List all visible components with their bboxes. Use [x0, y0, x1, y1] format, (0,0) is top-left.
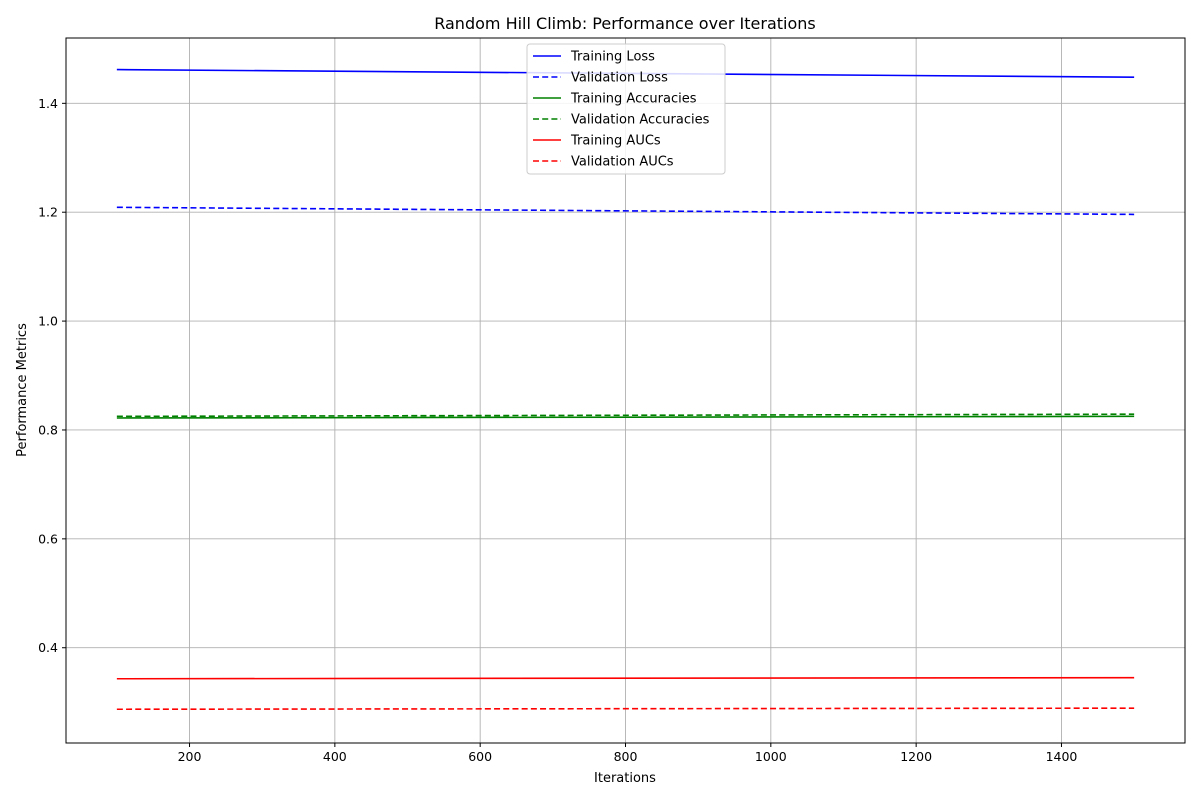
legend-label: Training Accuracies — [570, 92, 697, 107]
x-axis-label: Iterations — [594, 771, 656, 786]
legend-label: Training Loss — [570, 50, 655, 65]
series-line-4 — [116, 413, 1135, 418]
chart-title: Random Hill Climb: Performance over Iter… — [434, 14, 816, 33]
legend-label: Training AUCs — [570, 134, 661, 149]
y-tick-label: 0.8 — [38, 422, 58, 437]
legend-label: Validation Accuracies — [571, 113, 710, 128]
y-tick-label: 1.0 — [38, 314, 58, 329]
series-line-3 — [116, 415, 1135, 419]
legend-label: Validation Loss — [571, 71, 668, 86]
y-tick-label: 0.4 — [38, 640, 58, 655]
y-axis-ticks: 0.4 0.6 0.8 1.0 1.2 1.4 — [38, 96, 66, 655]
y-axis-label: Performance Metrics — [15, 323, 30, 457]
series-line-2 — [116, 206, 1135, 216]
legend-box — [526, 43, 726, 175]
x-tick-label: 200 — [178, 749, 202, 764]
x-axis-ticks: 200 400 600 800 1000 1200 1400 — [178, 743, 1078, 764]
x-tick-label: 600 — [468, 749, 492, 764]
x-tick-label: 1400 — [1046, 749, 1078, 764]
y-tick-label: 0.6 — [38, 531, 58, 546]
y-tick-label: 1.2 — [38, 205, 58, 220]
y-tick-label: 1.4 — [38, 96, 58, 111]
x-tick-label: 400 — [323, 749, 347, 764]
legend-label: Validation AUCs — [571, 155, 674, 170]
x-tick-label: 1000 — [755, 749, 787, 764]
x-tick-label: 800 — [614, 749, 638, 764]
series-line-5 — [116, 676, 1135, 680]
x-tick-label: 1200 — [900, 749, 932, 764]
legend: Training Loss Validation Loss Training Acc… — [526, 43, 726, 175]
series-line-6 — [116, 707, 1135, 711]
